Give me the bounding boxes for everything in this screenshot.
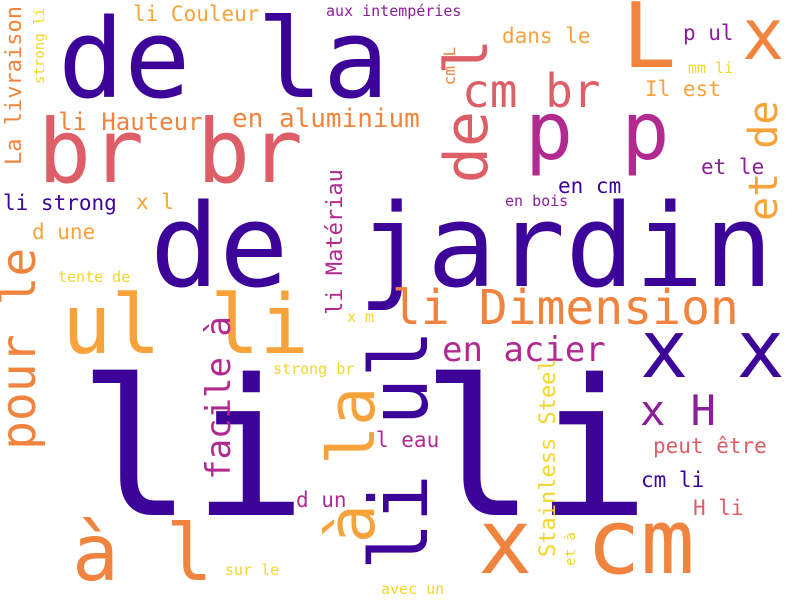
word: x x <box>640 303 785 396</box>
word: Il est <box>645 77 721 101</box>
word: br br <box>38 100 303 203</box>
word: ul li <box>62 278 309 373</box>
word: li strong <box>3 191 117 215</box>
word: en aluminium <box>232 104 420 134</box>
word: tente de <box>58 268 131 286</box>
word: La livraison <box>2 6 27 165</box>
word: x m <box>347 308 375 326</box>
word: facile à <box>199 316 239 480</box>
word: de la <box>58 0 390 123</box>
word: avec un <box>381 580 445 598</box>
word: à la <box>315 386 390 544</box>
word: et le <box>701 155 765 179</box>
word: Stainless Steel <box>536 358 561 557</box>
word: cm li <box>641 468 705 492</box>
word: li Hauteur <box>58 108 203 136</box>
word: x H <box>640 386 716 435</box>
word: de jardin <box>150 180 774 314</box>
word: strong li <box>32 8 48 84</box>
word: cm L <box>440 46 459 86</box>
word: H li <box>693 496 744 520</box>
word: li Couleur <box>133 2 260 26</box>
word: l eau <box>376 428 440 452</box>
word: et à <box>563 532 579 566</box>
word: pour le <box>0 247 47 450</box>
word: li Matériau <box>323 169 348 315</box>
word: p p <box>525 85 670 178</box>
word: x <box>742 0 785 76</box>
word: p ul <box>683 21 734 45</box>
word: x cm <box>478 490 695 595</box>
word: L <box>622 0 677 89</box>
word: à l <box>72 509 213 599</box>
word: en cm <box>558 174 622 198</box>
word: sur le <box>225 561 280 579</box>
word: en acier <box>442 330 606 370</box>
word: x l <box>136 190 174 214</box>
word: li Dimension <box>392 280 739 336</box>
word: dans le <box>502 24 591 48</box>
word: strong br <box>273 360 355 378</box>
word: d une <box>32 220 96 244</box>
word: cm br <box>462 64 601 118</box>
word: li li <box>78 339 650 560</box>
word: en bois <box>505 192 569 210</box>
word: aux intempéries <box>326 2 462 20</box>
word: d un <box>296 488 347 512</box>
word: peut être <box>653 434 767 458</box>
word: mm li <box>688 59 734 77</box>
